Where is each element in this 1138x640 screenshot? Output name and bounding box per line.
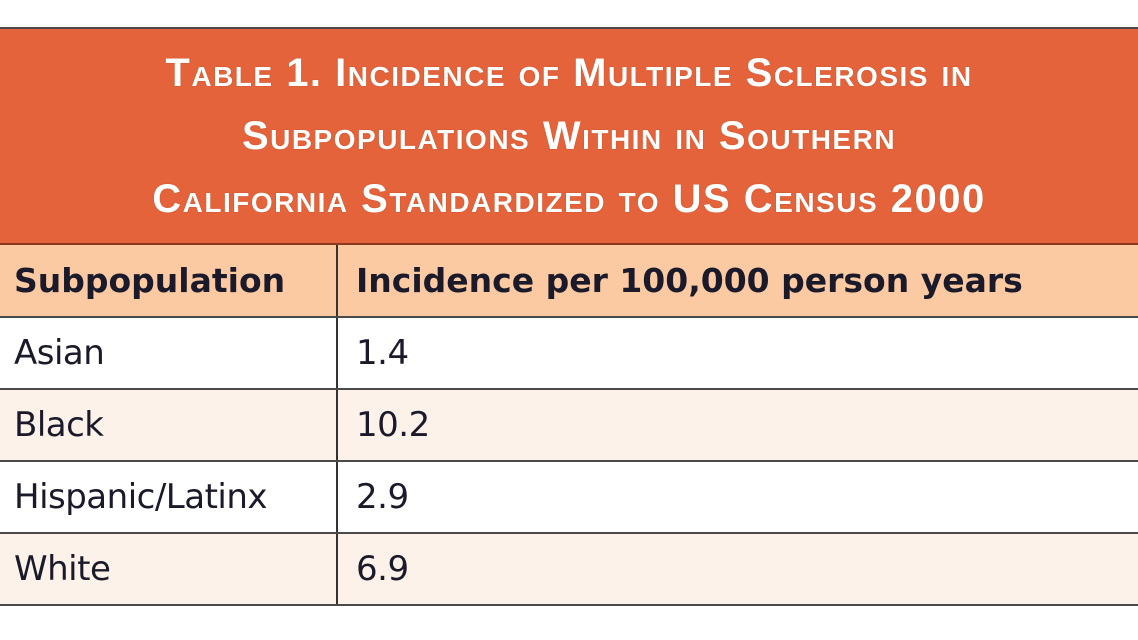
- cell-subpopulation: Hispanic/Latinx: [0, 461, 338, 534]
- cell-incidence: 6.9: [337, 533, 1138, 606]
- data-table: Subpopulation Incidence per 100,000 pers…: [0, 245, 1138, 606]
- table-row: Asian 1.4: [0, 317, 1138, 390]
- table-row: Black 10.2: [0, 389, 1138, 462]
- cell-subpopulation: Asian: [0, 317, 338, 390]
- table-title-line-1: Table 1. Incidence of Multiple Sclerosis…: [165, 50, 973, 95]
- cell-subpopulation: White: [0, 533, 338, 606]
- table-row: Hispanic/Latinx 2.9: [0, 461, 1138, 534]
- column-header-subpopulation: Subpopulation: [0, 245, 338, 318]
- table-row: White 6.9: [0, 533, 1138, 606]
- cell-subpopulation: Black: [0, 389, 338, 462]
- cell-incidence: 1.4: [337, 317, 1138, 390]
- cell-incidence: 2.9: [337, 461, 1138, 534]
- cell-incidence: 10.2: [337, 389, 1138, 462]
- table-title: Table 1. Incidence of Multiple Sclerosis…: [0, 29, 1138, 245]
- header-row: Subpopulation Incidence per 100,000 pers…: [0, 245, 1138, 318]
- table-title-line-2: Subpopulations Within in Southern: [241, 113, 897, 158]
- incidence-table: Table 1. Incidence of Multiple Sclerosis…: [0, 27, 1138, 606]
- table-title-line-3: California Standardized to US Census 200…: [152, 176, 986, 221]
- column-header-incidence: Incidence per 100,000 person years: [337, 245, 1138, 318]
